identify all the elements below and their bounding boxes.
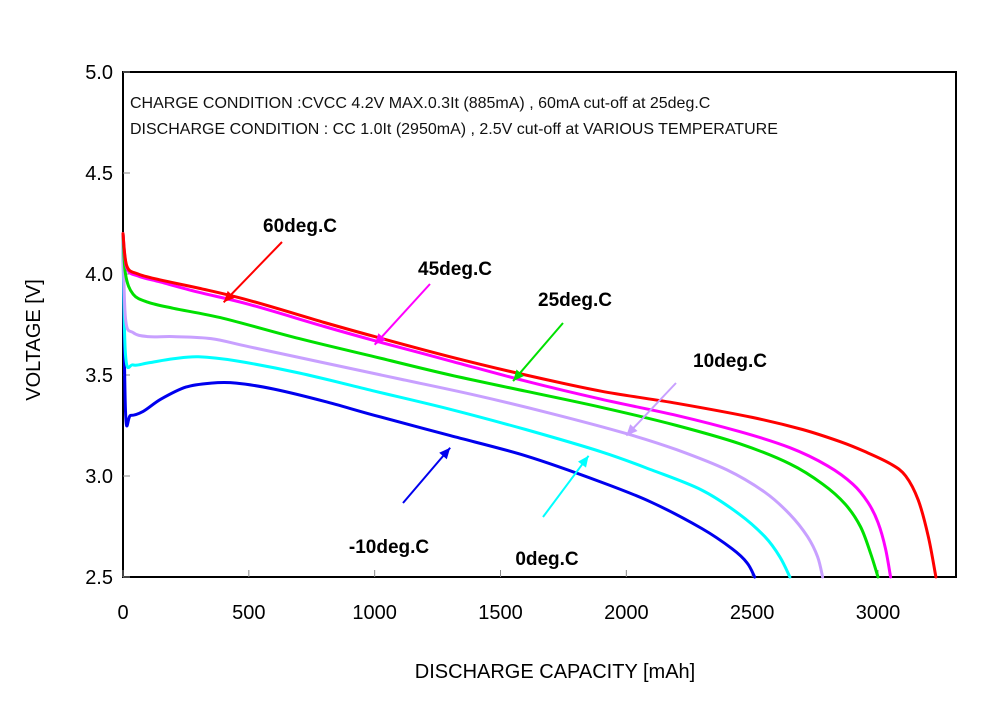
series-60c-line [121, 232, 938, 579]
x-tick-label: 2500 [730, 602, 775, 624]
series-25c-arrow-head [513, 369, 524, 382]
series-layer [121, 232, 938, 579]
series-25c-label: 25deg.C [538, 290, 612, 311]
x-tick-label: 500 [232, 602, 265, 624]
x-tick-label: 1500 [478, 602, 523, 624]
y-tick-label: 4.0 [85, 264, 113, 286]
y-tick-label: 4.5 [85, 163, 113, 185]
series-0c-label: 0deg.C [515, 549, 579, 570]
series-45c-arrow-shaft [373, 283, 431, 346]
x-tick-label: 2000 [604, 602, 649, 624]
x-tick-label: 3000 [856, 602, 901, 624]
plot-frame [122, 71, 957, 578]
series-25c-line [121, 232, 880, 579]
condition-line-charge: CHARGE CONDITION :CVCC 4.2V MAX.0.3It (8… [130, 95, 710, 112]
x-axis: 0 500 1000 1500 2000 2500 3000 [117, 570, 900, 624]
y-tick-label: 3.5 [85, 365, 113, 387]
series-45c-arrow-head [374, 333, 386, 345]
series-labels: 60deg.C 45deg.C 25deg.C 10deg.C 0deg.C -10deg… [222, 216, 767, 570]
x-tick-label: 0 [117, 602, 128, 624]
series-minus10c-arrow-shaft [402, 447, 451, 504]
series-60c-label: 60deg.C [263, 216, 337, 237]
x-axis-title: DISCHARGE CAPACITY [mAh] [415, 661, 695, 683]
y-tick-label: 2.5 [85, 567, 113, 589]
series-minus10c-line [121, 232, 757, 579]
series-0c-arrow-head [578, 455, 589, 468]
y-axis-title: VOLTAGE [V] [23, 279, 45, 401]
y-tick-label: 3.0 [85, 466, 113, 488]
series-10c-arrow-shaft [625, 382, 677, 437]
y-tick-label: 5.0 [85, 62, 113, 84]
series-45c-line [121, 232, 893, 579]
series-minus10c-arrow-head [439, 447, 451, 460]
series-45c-label: 45deg.C [418, 259, 492, 280]
series-10c-label: 10deg.C [693, 351, 767, 372]
x-tick-label: 1000 [352, 602, 397, 624]
series-60c-arrow-shaft [222, 241, 283, 303]
series-minus10c-label: -10deg.C [349, 537, 430, 558]
series-25c-arrow-shaft [512, 322, 564, 382]
series-10c-arrow-head [626, 424, 638, 436]
series-0c-line [121, 232, 792, 579]
series-0c-arrow-shaft [542, 455, 590, 518]
condition-line-discharge: DISCHARGE CONDITION : CC 1.0It (2950mA) … [130, 121, 778, 138]
series-60c-arrow-head [223, 290, 235, 303]
series-10c-line [121, 232, 825, 579]
